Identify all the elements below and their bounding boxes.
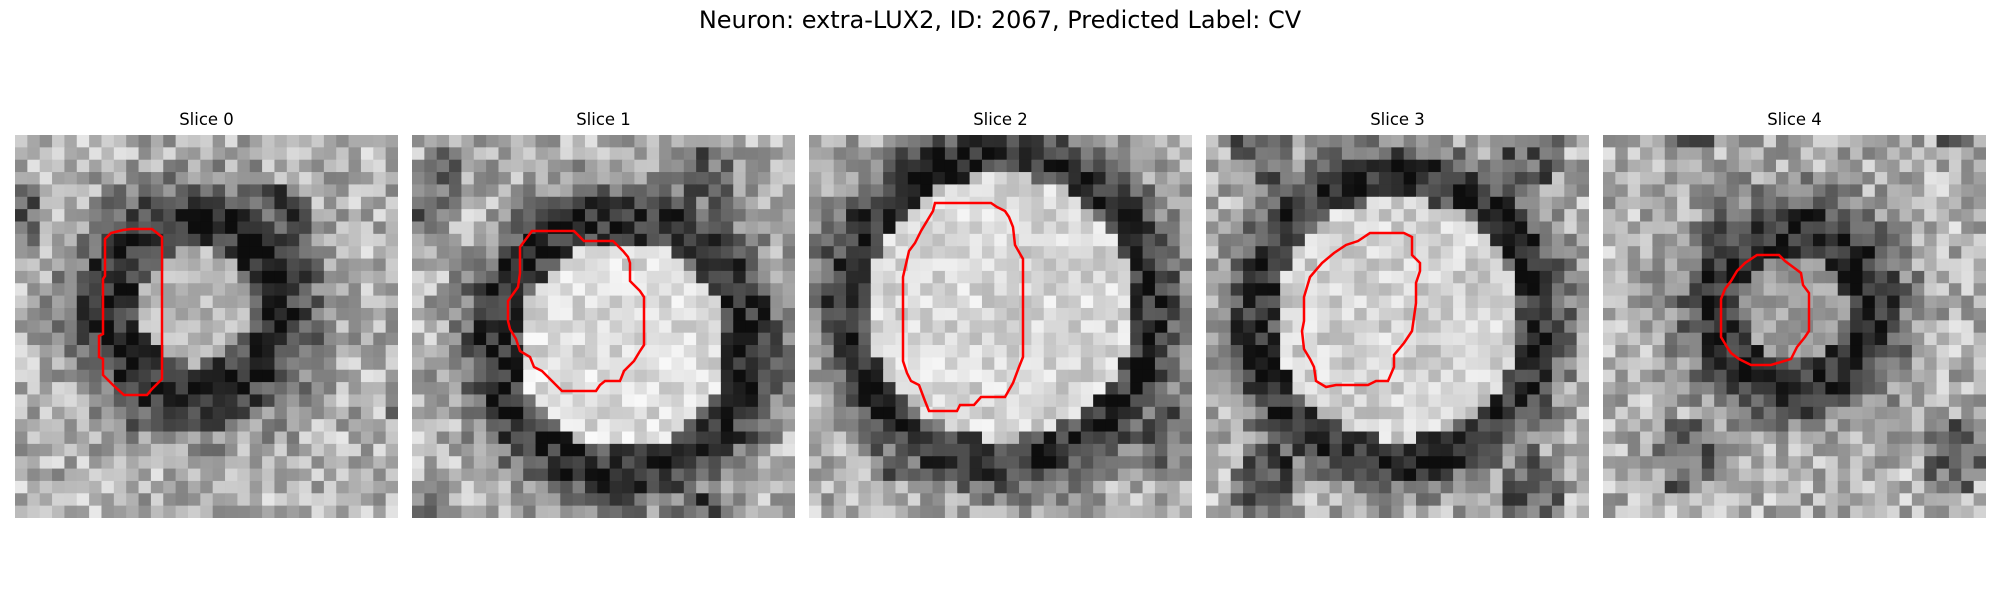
grayscale-slice-image — [809, 135, 1192, 518]
figure-title: Neuron: extra-LUX2, ID: 2067, Predicted … — [0, 6, 2000, 34]
slice-title: Slice 1 — [412, 110, 795, 129]
grayscale-slice-image — [15, 135, 398, 518]
grayscale-slice-image — [412, 135, 795, 518]
slice-title: Slice 2 — [809, 110, 1192, 129]
slice-title: Slice 0 — [15, 110, 398, 129]
grayscale-slice-image — [1603, 135, 1986, 518]
slice-title: Slice 4 — [1603, 110, 1986, 129]
slice-title: Slice 3 — [1206, 110, 1589, 129]
grayscale-slice-image — [1206, 135, 1589, 518]
